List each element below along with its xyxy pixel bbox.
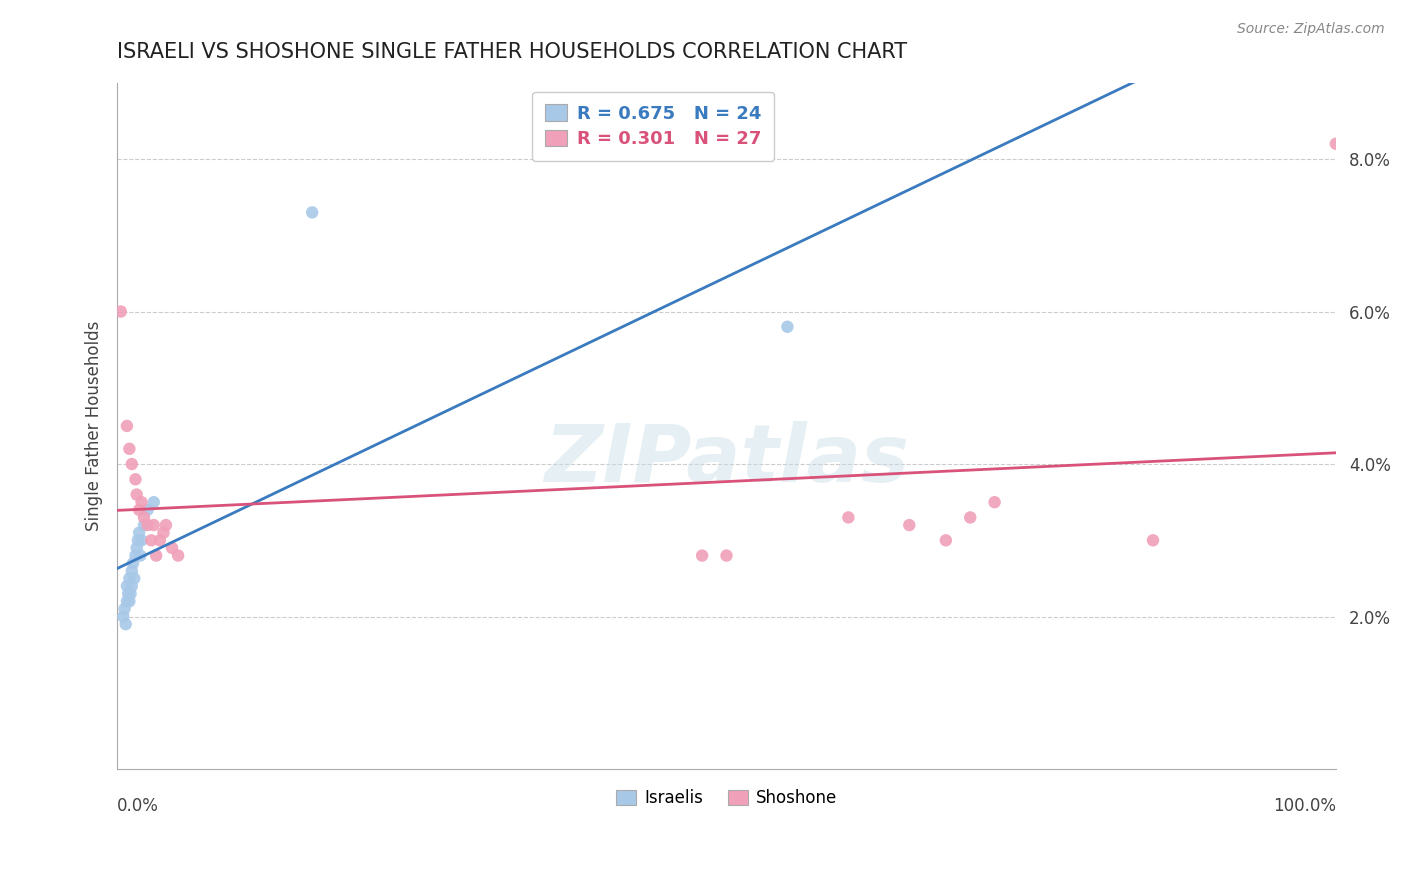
Point [117,587,139,601]
Legend: R = 0.675   N = 24, R = 0.301   N = 27: R = 0.675 N = 24, R = 0.301 N = 27 [533,92,775,161]
Point [898,518,921,533]
Point [141,533,163,548]
Point [110,304,132,318]
Point [167,549,190,563]
Point [122,556,145,570]
Point [837,510,859,524]
Point [118,442,141,456]
Point [716,549,738,563]
Point [132,510,155,524]
Y-axis label: Single Father Households: Single Father Households [86,321,103,531]
Point [114,602,136,616]
Point [155,518,177,533]
Point [128,525,150,540]
Point [160,541,183,555]
Point [115,579,138,593]
Point [125,487,148,501]
Point [121,579,143,593]
Point [129,549,152,563]
Point [983,495,1005,509]
Point [132,518,155,533]
Point [301,205,323,219]
Point [690,549,713,563]
Point [142,495,165,509]
Point [115,418,138,433]
Point [1142,533,1164,548]
Point [128,503,150,517]
Point [142,518,165,533]
Point [149,533,172,548]
Point [152,525,174,540]
Point [145,549,167,563]
Point [118,571,141,585]
Point [127,533,149,548]
Text: Source: ZipAtlas.com: Source: ZipAtlas.com [1237,22,1385,37]
Text: ZIPatlas: ZIPatlas [544,421,910,500]
Point [122,571,145,585]
Point [776,319,799,334]
Text: 100.0%: 100.0% [1272,797,1336,814]
Point [935,533,957,548]
Point [120,587,142,601]
Point [125,541,148,555]
Point [124,549,146,563]
Point [115,594,138,608]
Point [131,495,153,509]
Text: ISRAELI VS SHOSHONE SINGLE FATHER HOUSEHOLDS CORRELATION CHART: ISRAELI VS SHOSHONE SINGLE FATHER HOUSEH… [117,42,907,62]
Point [112,609,135,624]
Point [121,457,143,471]
Point [136,503,159,517]
Text: 0.0%: 0.0% [117,797,159,814]
Point [121,564,143,578]
Point [959,510,981,524]
Point [124,472,146,486]
Point [114,617,136,632]
Point [136,518,159,533]
Point [131,533,153,548]
Point [118,594,141,608]
Point [1324,136,1347,151]
